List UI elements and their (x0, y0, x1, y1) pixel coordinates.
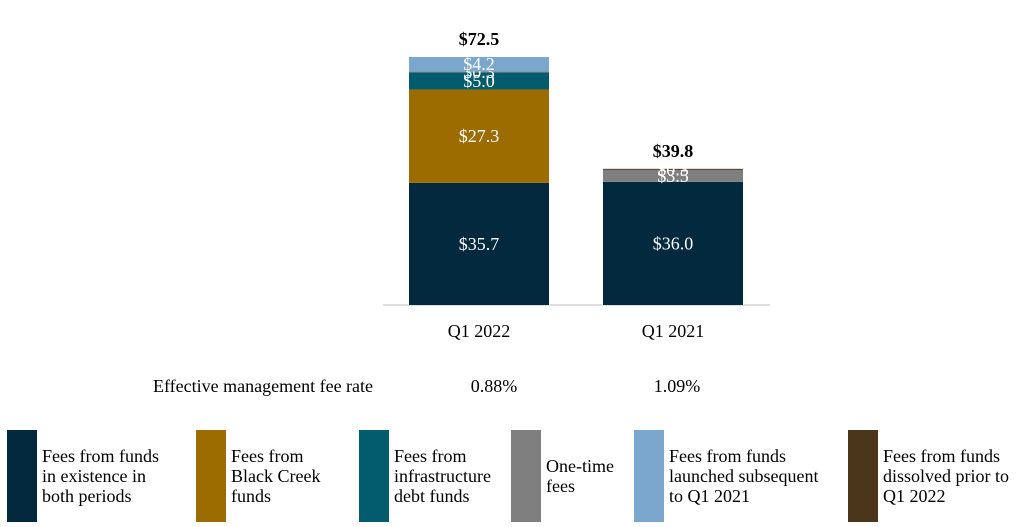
legend-swatch (848, 430, 878, 522)
legend: Fees from funds in existence in both per… (0, 430, 1031, 522)
fee-rate-value-q1-2022: 0.88% (470, 376, 518, 396)
legend-label: Fees from infrastructure debt funds (394, 446, 491, 506)
legend-label: Fees from Black Creek funds (231, 446, 321, 506)
legend-swatch (7, 430, 37, 522)
bar-segment (409, 71, 549, 73)
stacked-bar-chart: $35.7 $27.3 $5.0 $0.3 $4.2 $72.5 Q1 2022 $36.0 $… (383, 29, 770, 341)
legend-label: Fees from funds launched subsequent to Q… (669, 446, 819, 506)
fee-rate-value-q1-2021: 1.09% (653, 376, 701, 396)
total-label: $39.8 (653, 141, 694, 161)
legend-swatch (511, 430, 541, 522)
bar-segment (603, 169, 743, 182)
bar-segment (603, 168, 743, 170)
bar-segment (409, 182, 549, 305)
data-label: $5.0 (463, 71, 495, 91)
legend-label: Fees from funds in existence in both per… (42, 446, 159, 506)
legend-item-black-creek: Fees from Black Creek funds (196, 430, 320, 522)
data-label: $0.3 (657, 159, 689, 179)
bar-segment (409, 72, 549, 90)
bar-segment (409, 89, 549, 183)
legend-item-existing-funds: Fees from funds in existence in both per… (7, 430, 159, 522)
total-label: $72.5 (459, 29, 500, 49)
fee-rate-row: Effective management fee rate 0.88% 1.09… (0, 376, 1031, 400)
data-label: $4.2 (463, 54, 495, 74)
bar-segment (409, 56, 549, 72)
legend-item-dissolved-funds: Fees from funds dissolved prior to Q1 20… (848, 430, 1009, 522)
legend-swatch (634, 430, 664, 522)
data-label: $27.3 (459, 126, 500, 146)
data-label: $35.7 (459, 234, 500, 254)
legend-label: One-time fees (546, 456, 614, 496)
x-tick-label: Q1 2022 (448, 321, 511, 341)
fee-rate-label: Effective management fee rate (153, 376, 374, 396)
x-tick-label: Q1 2021 (642, 321, 705, 341)
legend-item-infrastructure-debt: Fees from infrastructure debt funds (359, 430, 491, 522)
data-label: $3.5 (657, 166, 689, 186)
bar-segment (603, 181, 743, 305)
legend-swatch (196, 430, 226, 522)
data-label: $36.0 (653, 233, 694, 253)
legend-item-one-time-fees: One-time fees (511, 430, 614, 522)
bars-group: $35.7 $27.3 $5.0 $0.3 $4.2 $72.5 Q1 2022 $36.0 $… (409, 29, 743, 341)
legend-label: Fees from funds dissolved prior to Q1 20… (883, 446, 1009, 506)
legend-swatch (359, 430, 389, 522)
legend-item-launched-funds: Fees from funds launched subsequent to Q… (634, 430, 818, 522)
